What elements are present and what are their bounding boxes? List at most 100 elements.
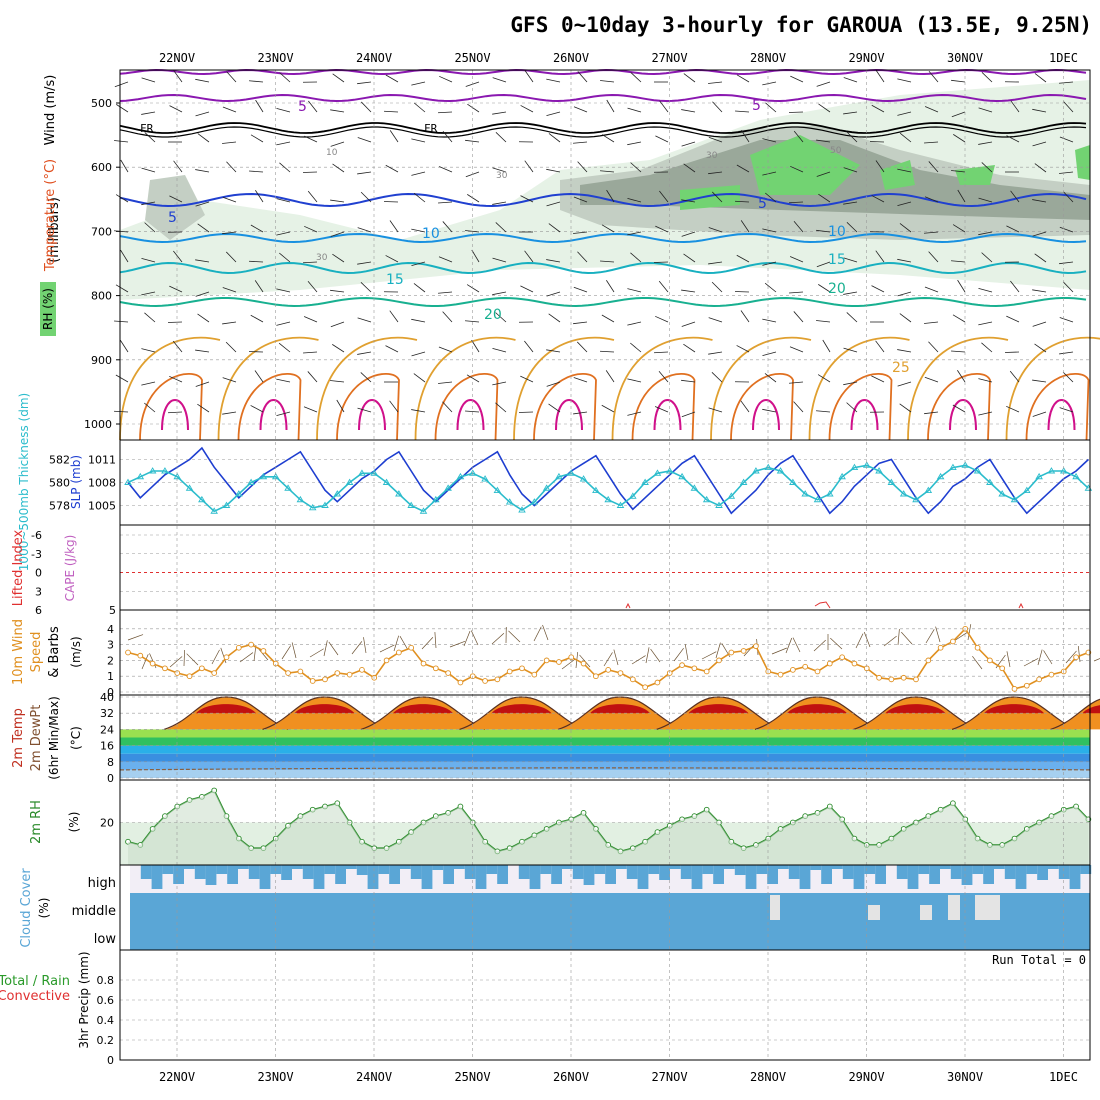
wind10-barb (925, 629, 935, 644)
temp-tick-1: 32 (100, 707, 114, 720)
thickness-line-point-51 (752, 467, 760, 474)
li-blip-3 (1018, 602, 1024, 609)
upper-barb (899, 223, 912, 233)
x-date-bottom-2: 24NOV (356, 1070, 392, 1084)
wind10-barb (684, 644, 689, 661)
cloud-high-bar-48 (648, 865, 660, 874)
upper-barb (442, 311, 453, 323)
thickness-line-point-6 (198, 495, 206, 503)
label-20-1: 20 (484, 307, 502, 323)
temp-line-7 (853, 696, 978, 730)
upper-barb (762, 408, 777, 413)
thickness-line-point-23 (407, 501, 415, 508)
upper-barb (438, 291, 453, 294)
isotherm-25-lobe-1 (217, 336, 319, 441)
upper-barb (740, 400, 750, 413)
cloud-high-bar-22 (367, 865, 379, 889)
upper-barb (546, 381, 561, 387)
upper-barb (548, 223, 561, 233)
label-10-2: 10 (828, 224, 846, 240)
upper-barb (524, 250, 534, 263)
upper-barb (708, 261, 723, 265)
cloud-high-bar-16 (302, 865, 314, 879)
label-rh10: 10 (326, 148, 338, 158)
temp-band-3 (120, 745, 1090, 754)
slp-tick-0: 1011 (88, 454, 116, 467)
upper-barb (978, 287, 993, 293)
upper-barb (141, 291, 156, 296)
thickness-line-point-66 (936, 472, 945, 480)
upper-barb (953, 134, 966, 143)
cloud-high-bar-26 (410, 865, 422, 879)
upper-barb (467, 103, 480, 113)
upper-barb (789, 291, 804, 294)
upper-barb (978, 411, 993, 416)
upper-barb (114, 320, 129, 323)
upper-barb (1006, 135, 1020, 143)
wind10-line-point-6 (199, 665, 205, 672)
upper-barb (573, 106, 588, 113)
upper-barb (599, 350, 615, 353)
x-date-bottom-3: 25NOV (454, 1070, 490, 1084)
temp-ylabel-unit: (°C) (69, 726, 83, 750)
upper-barb (169, 375, 183, 383)
isotherm-30-lobe-0 (139, 373, 203, 441)
thickness-line-point-13 (284, 484, 292, 491)
cloud-high-bar-67 (853, 865, 865, 889)
temp-hump-hot-2 (393, 704, 453, 714)
wind10-line-point-64 (913, 676, 919, 683)
upper-barb (255, 190, 264, 203)
temp-band-1 (120, 761, 1090, 770)
label-25: 25 (892, 360, 910, 376)
label-20-2: 20 (828, 281, 846, 297)
upper-barb (981, 71, 993, 83)
isotherm-35-lobe-0 (161, 399, 189, 431)
thickness-line-point-2 (148, 467, 157, 474)
temp-band-5 (120, 729, 1090, 738)
upper-barb (734, 200, 750, 203)
cloud-level-middle: middle (72, 904, 116, 919)
thickness-line-point-25 (432, 495, 440, 503)
thickness-line-point-72 (1010, 495, 1019, 503)
upper-barb (822, 339, 831, 353)
slp-tick-1: 1008 (88, 477, 116, 490)
upper-barb (169, 195, 183, 203)
isotherm-m10 (119, 68, 1087, 76)
upper-barb (411, 409, 426, 413)
wind10-line-point-15 (309, 678, 316, 684)
wind10-line-point-48 (716, 657, 722, 664)
wind10-barb (785, 637, 793, 654)
upper-barb (606, 280, 615, 293)
upper-barb (385, 74, 399, 83)
upper-barb (492, 347, 507, 353)
wind-ylabel-a: 10m Wind (11, 619, 26, 685)
thickness-line-point-43 (653, 469, 662, 476)
upper-barb (897, 258, 912, 263)
wind10-barb (561, 659, 575, 670)
wind10-line-point-65 (925, 657, 932, 664)
upper-barb (601, 314, 615, 323)
wind10-line-point-8 (223, 654, 230, 661)
wind-tick-1: 3 (107, 639, 114, 652)
temp-hump-hot-1 (294, 704, 355, 714)
thickness-line-point-18 (345, 478, 354, 485)
wind10-barb (579, 654, 591, 668)
wind10-line-point-55 (802, 663, 809, 670)
upper-barb (816, 229, 831, 233)
upper-barb (736, 164, 750, 173)
cloud-high-bar-51 (680, 865, 692, 879)
isotherm-25-lobe-0 (119, 336, 221, 441)
wind10-line-point-38 (593, 673, 599, 680)
upper-barb (843, 201, 858, 205)
upper-barb (630, 252, 642, 263)
upper-barb (1063, 101, 1074, 113)
upper-barb (736, 345, 750, 353)
isotherm-5 (119, 192, 1087, 208)
thickness-line-point-77 (1072, 472, 1080, 480)
upper-barb (357, 317, 372, 323)
upper-barb (195, 259, 210, 263)
upper-barb (1059, 136, 1074, 143)
x-date-bottom-1: 23NOV (257, 1070, 293, 1084)
upper-barb (683, 253, 696, 263)
cloud-high-bar-83 (1026, 865, 1038, 874)
